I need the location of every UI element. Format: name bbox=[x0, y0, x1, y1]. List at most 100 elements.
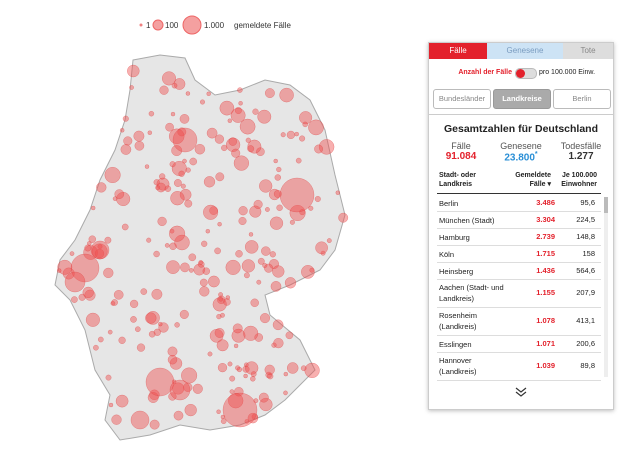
bubble bbox=[221, 144, 228, 152]
bubble bbox=[185, 91, 191, 96]
bubble bbox=[285, 331, 294, 340]
bubble bbox=[274, 174, 282, 181]
bubble bbox=[250, 376, 256, 382]
bubble bbox=[159, 85, 169, 95]
bubble bbox=[225, 259, 241, 275]
bubble bbox=[159, 173, 166, 180]
bubble bbox=[238, 101, 243, 106]
bubble bbox=[69, 251, 75, 256]
bubble bbox=[111, 299, 118, 306]
bubble bbox=[180, 262, 190, 273]
bubble bbox=[64, 271, 86, 293]
bubble bbox=[309, 267, 315, 273]
bubble bbox=[264, 263, 274, 273]
bubble bbox=[212, 297, 227, 312]
bubble bbox=[96, 182, 107, 193]
bubble bbox=[169, 161, 176, 168]
row-cases: 1.715 bbox=[536, 248, 555, 258]
bubble bbox=[308, 119, 324, 136]
bubble bbox=[103, 267, 114, 279]
row-rate: 158 bbox=[582, 248, 595, 258]
bubble bbox=[257, 109, 272, 124]
bubble bbox=[130, 316, 137, 323]
bubble bbox=[294, 131, 299, 137]
bubble bbox=[250, 371, 257, 377]
bubble bbox=[279, 177, 315, 213]
table-row: Heinsberg 1.436 564,6 bbox=[437, 262, 601, 280]
bubble bbox=[129, 85, 134, 90]
bubble bbox=[315, 241, 328, 255]
table-row: Hannover (Landkreis) 1.039 89,8 bbox=[437, 352, 601, 381]
bubbles bbox=[56, 64, 349, 430]
bubble bbox=[161, 71, 177, 86]
bubble bbox=[93, 344, 99, 351]
bubble bbox=[146, 237, 152, 243]
bubble bbox=[264, 364, 275, 375]
toggle-label: Anzahl der Fälle bbox=[458, 69, 512, 76]
bubble bbox=[318, 139, 335, 155]
bubble bbox=[174, 322, 180, 328]
bubble bbox=[129, 299, 139, 309]
row-rate: 413,1 bbox=[576, 316, 595, 325]
bubble bbox=[217, 362, 228, 373]
bubble bbox=[153, 179, 160, 186]
tab[interactable]: Fälle bbox=[429, 43, 487, 59]
bubble bbox=[170, 111, 176, 117]
bubble bbox=[105, 374, 112, 381]
bubble bbox=[153, 250, 160, 258]
legend-dot bbox=[152, 19, 164, 31]
bubble bbox=[233, 343, 239, 349]
column-header[interactable]: Gemeldete Fälle bbox=[515, 172, 551, 188]
table-row: München (Stadt) 3.304 224,5 bbox=[437, 211, 601, 229]
bubble bbox=[194, 143, 206, 155]
bubble bbox=[185, 167, 191, 173]
bubble bbox=[208, 275, 220, 288]
legend-label: 1 bbox=[146, 21, 151, 30]
legend-dot bbox=[182, 15, 202, 35]
stat-note: * bbox=[534, 151, 538, 158]
row-cases: 3.304 bbox=[536, 214, 555, 224]
bubble bbox=[121, 223, 129, 231]
bubble bbox=[279, 87, 294, 103]
bubble bbox=[118, 336, 126, 344]
row-name: Aachen (Stadt- und Landkreis) bbox=[439, 283, 504, 303]
bubble bbox=[242, 365, 250, 373]
bubble bbox=[145, 312, 157, 324]
bubble bbox=[146, 311, 160, 325]
bubble bbox=[258, 392, 269, 403]
bubble bbox=[164, 243, 170, 248]
bubble bbox=[243, 272, 250, 279]
button[interactable]: Berlin bbox=[553, 89, 611, 109]
bubble bbox=[164, 185, 172, 192]
bubble bbox=[149, 419, 160, 430]
bubble bbox=[272, 319, 284, 331]
bubble bbox=[169, 225, 186, 242]
bubble bbox=[71, 296, 78, 303]
bubble bbox=[257, 257, 265, 265]
legend-dot bbox=[139, 23, 143, 27]
bubble bbox=[247, 412, 259, 424]
tab[interactable]: Genesene bbox=[487, 43, 563, 59]
tab[interactable]: Tote bbox=[563, 43, 613, 59]
bubble bbox=[338, 212, 349, 223]
legend: 1 100 1.000 gemeldete Fälle bbox=[139, 15, 291, 35]
bubble bbox=[158, 321, 163, 327]
button[interactable]: Landkreise bbox=[493, 89, 551, 109]
bubble bbox=[170, 191, 185, 206]
toggle[interactable] bbox=[515, 68, 537, 79]
table-row: Esslingen 1.071 200,6 bbox=[437, 335, 601, 353]
row-name: Heinsberg bbox=[439, 266, 474, 276]
button[interactable]: Bundesländer bbox=[433, 89, 491, 109]
bubble bbox=[158, 322, 169, 333]
bubble bbox=[205, 228, 211, 234]
table-row: Hamburg 2.739 148,8 bbox=[437, 228, 601, 246]
bubble bbox=[90, 205, 96, 211]
bubble bbox=[269, 216, 284, 230]
table-row: Rosenheim (Landkreis) 1.078 413,1 bbox=[437, 307, 601, 336]
scroll-chevron[interactable] bbox=[515, 387, 527, 397]
bubble bbox=[229, 389, 235, 394]
bubble bbox=[229, 375, 236, 382]
bubble bbox=[247, 139, 262, 154]
bubble bbox=[225, 295, 231, 300]
bubble bbox=[219, 100, 235, 116]
